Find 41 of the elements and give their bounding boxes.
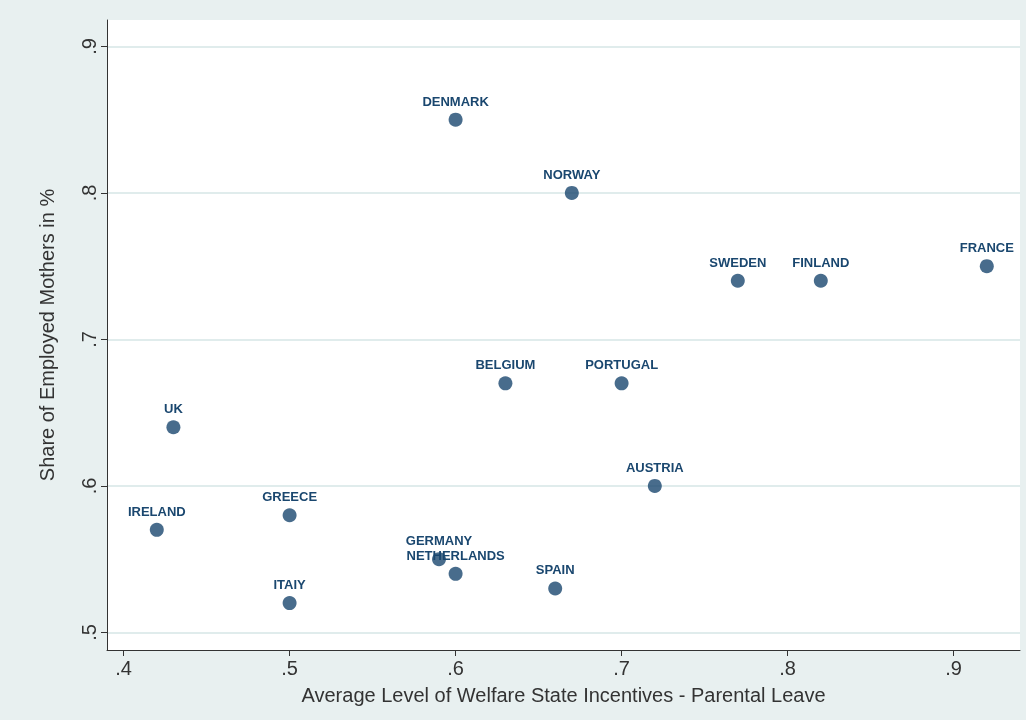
- x-tick-label: .9: [945, 657, 962, 679]
- point: [979, 259, 994, 274]
- point: [282, 508, 297, 523]
- y-tick-label: .8: [78, 184, 100, 202]
- annotation: ITAIY: [273, 577, 307, 593]
- x-axis-title: Average Level of Welfare State Incentives - Parental Leave: [301, 684, 826, 706]
- point: [498, 376, 513, 391]
- point: [149, 522, 164, 537]
- point: [730, 273, 745, 288]
- annotation: GERMANY: [405, 533, 473, 549]
- point: [448, 112, 463, 127]
- y-tick-label: .7: [78, 331, 100, 348]
- y-tick-label: .5: [78, 624, 100, 641]
- annotation: SWEDEN: [709, 254, 767, 270]
- x-tick-label: .8: [779, 657, 796, 679]
- point: [813, 273, 828, 288]
- point: [614, 376, 629, 391]
- y-axis-title: Share of Employed Mothers in %: [36, 188, 58, 482]
- annotation: FINLAND: [792, 254, 850, 270]
- point: [166, 420, 181, 435]
- point: [548, 581, 563, 596]
- x-tick-label: .5: [281, 657, 298, 679]
- point: [448, 566, 463, 581]
- annotation: GREECE: [262, 489, 318, 505]
- x-tick-label: .4: [115, 657, 132, 679]
- annotation: IRELAND: [127, 503, 186, 519]
- annotation: PORTUGAL: [585, 357, 659, 373]
- x-tick-label: .7: [613, 657, 630, 679]
- x-tick-label: .6: [447, 657, 464, 679]
- annotation: DENMARK: [422, 93, 490, 109]
- annotation: BELGIUM: [475, 357, 536, 373]
- y-tick-label: .6: [78, 477, 100, 495]
- annotation: UK: [164, 401, 184, 417]
- point: [282, 596, 297, 611]
- annotation: NORWAY: [543, 166, 601, 182]
- annotation: AUSTRIA: [625, 459, 685, 475]
- y-tick-label: .9: [78, 38, 100, 55]
- annotation: FRANCE: [959, 240, 1015, 256]
- point: [647, 478, 662, 493]
- point: [564, 185, 579, 200]
- annotation: SPAIN: [535, 562, 575, 578]
